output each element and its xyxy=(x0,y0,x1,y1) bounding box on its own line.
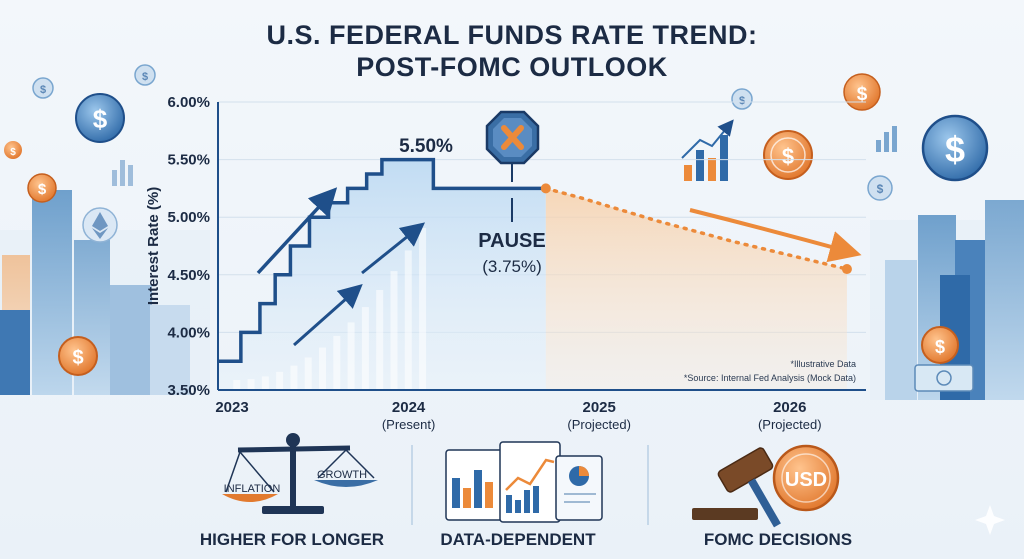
dollar-coin-icon: $ xyxy=(58,336,98,376)
svg-text:$: $ xyxy=(877,182,884,196)
background-bar xyxy=(333,335,341,390)
dollar-coin-icon: $ xyxy=(921,326,959,364)
background-bar xyxy=(404,250,412,390)
peak-label: 5.50% xyxy=(399,136,453,157)
trend-arrow xyxy=(256,187,338,275)
report-charts-icon xyxy=(445,441,603,523)
bottom-label-fomc-decisions: FOMC DECISIONS xyxy=(703,530,853,549)
banknote-icon xyxy=(914,364,974,392)
left-coins: $ $ $ $ $ $ xyxy=(4,64,156,376)
page-title-line1: U.S. FEDERAL FUNDS RATE TREND: xyxy=(266,20,758,50)
mini-bar-chart-icon xyxy=(876,126,897,152)
y-tick-label: 5.50% xyxy=(167,152,210,169)
svg-text:$: $ xyxy=(945,129,965,170)
svg-text:$: $ xyxy=(782,144,794,169)
pause-value: (3.75%) xyxy=(482,257,542,276)
trend-arrow xyxy=(293,284,363,347)
x-tick-label: 2026 xyxy=(773,399,806,416)
background-bar xyxy=(347,322,355,390)
background-bar xyxy=(361,307,369,390)
dollar-coin-icon: $ xyxy=(4,141,22,159)
dollar-coin-icon: $ xyxy=(731,88,753,110)
x-tick-sublabel: (Present) xyxy=(382,417,435,432)
svg-text:$: $ xyxy=(857,84,868,105)
skyline-building xyxy=(885,260,917,400)
skyline-building xyxy=(150,305,190,395)
illustrative-note: *Illustrative Data xyxy=(790,359,856,369)
svg-text:$: $ xyxy=(935,337,945,357)
dollar-coin-icon: $ xyxy=(843,73,881,111)
svg-text:$: $ xyxy=(10,147,16,158)
dollar-coin-icon: $ xyxy=(921,114,989,182)
dollar-coin-icon: $ xyxy=(134,64,156,86)
background-bar xyxy=(276,371,284,390)
dollar-coin-icon: $ xyxy=(27,173,57,203)
projected-rate-line xyxy=(544,186,849,271)
y-tick-label: 6.00% xyxy=(167,94,210,111)
ethereum-icon xyxy=(82,207,118,243)
dollar-coin-icon: $ xyxy=(32,77,54,99)
svg-text:$: $ xyxy=(93,104,108,134)
mini-bar-chart-icon xyxy=(681,119,734,181)
x-tick-label: 2025 xyxy=(582,399,615,416)
y-tick-label: 4.50% xyxy=(167,267,210,284)
usd-coin-icon: USD xyxy=(772,444,840,512)
projection-start-point xyxy=(540,183,551,194)
background-bar xyxy=(319,347,327,390)
projected-area xyxy=(545,188,847,390)
scale-right-label: GROWTH xyxy=(317,469,367,481)
dollar-coin-icon: $ xyxy=(763,130,813,180)
mini-bar-chart-icon xyxy=(112,160,133,186)
projection-end-point xyxy=(841,264,852,275)
svg-text:$: $ xyxy=(40,84,46,96)
x-tick-sublabel: (Projected) xyxy=(567,417,631,432)
left-skyline xyxy=(0,190,210,395)
skyline-building xyxy=(985,200,1024,400)
bottom-label-higher-for-longer: HIGHER FOR LONGER xyxy=(199,530,385,549)
svg-text:$: $ xyxy=(72,347,83,369)
page-title-line2: POST-FOMC OUTLOOK xyxy=(356,52,668,82)
usd-coin-label: USD xyxy=(785,469,827,491)
y-tick-label: 4.00% xyxy=(167,324,210,341)
pause-label: PAUSE xyxy=(478,230,545,252)
stop-sign-icon xyxy=(485,110,540,165)
y-tick-label: 5.00% xyxy=(167,209,210,226)
trend-arrow xyxy=(361,222,426,275)
trend-arrow xyxy=(689,208,862,263)
dollar-coin-icon: $ xyxy=(75,93,125,143)
gavel-icon xyxy=(692,447,781,528)
historical-area xyxy=(218,159,546,390)
background-bar xyxy=(261,376,269,390)
background-bar xyxy=(390,271,398,390)
background-bar xyxy=(290,365,298,390)
background-bar xyxy=(247,379,255,390)
svg-text:$: $ xyxy=(142,71,148,83)
background-bar xyxy=(419,227,427,390)
y-tick-label: 3.50% xyxy=(167,382,210,399)
source-note: *Source: Internal Fed Analysis (Mock Dat… xyxy=(683,373,856,383)
sparkle-icon xyxy=(975,505,1005,535)
bottom-label-data-dependent: DATA-DEPENDENT xyxy=(440,530,596,549)
background-bar xyxy=(376,290,384,390)
background-bar xyxy=(304,357,312,390)
skyline-building xyxy=(0,310,30,395)
y-axis-label: Interest Rate (%) xyxy=(145,187,162,305)
balance-scale-icon xyxy=(222,433,378,514)
rate-chart: 6.00%5.50%5.00%4.50%4.00%3.50% 2023 2024(… xyxy=(145,94,866,432)
background-bar xyxy=(233,380,241,390)
x-tick-label: 2024 xyxy=(392,399,426,416)
right-coins: $ $ $ $ $ $ xyxy=(681,73,989,392)
svg-text:$: $ xyxy=(38,181,47,198)
dollar-coin-icon: $ xyxy=(867,175,893,201)
svg-text:$: $ xyxy=(739,95,745,107)
x-tick-sublabel: (Projected) xyxy=(758,417,822,432)
skyline-building xyxy=(110,285,152,395)
x-tick-label: 2023 xyxy=(215,399,248,416)
scale-left-label: INFLATION xyxy=(224,483,281,495)
